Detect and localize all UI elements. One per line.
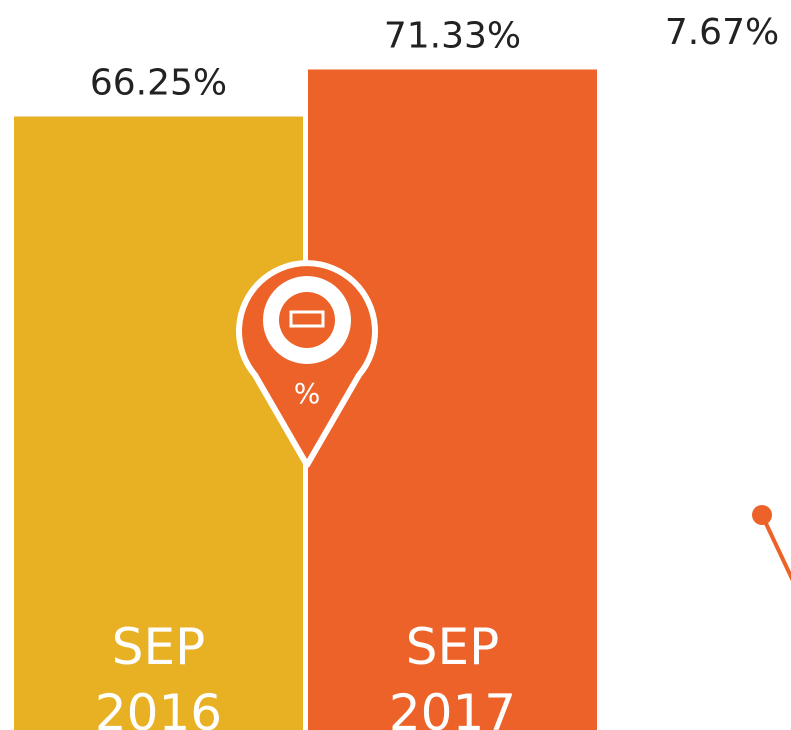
change-annotation: 7.67% [665,12,779,53]
trend-dot [752,505,772,525]
pin-badge-inner [279,292,335,348]
bars: 66.25% 71.33% [14,15,597,730]
bar [14,116,303,730]
category-label: SEP 2017 [388,618,517,730]
pin-icon: % [236,260,378,468]
value-label: 71.33% [384,15,521,56]
bar [308,69,597,730]
category-label: SEP 2016 [94,618,223,730]
trend-line [760,514,791,582]
value-label: 66.25% [90,63,227,104]
pin-label: % [294,377,321,410]
bed-icon [289,310,325,328]
